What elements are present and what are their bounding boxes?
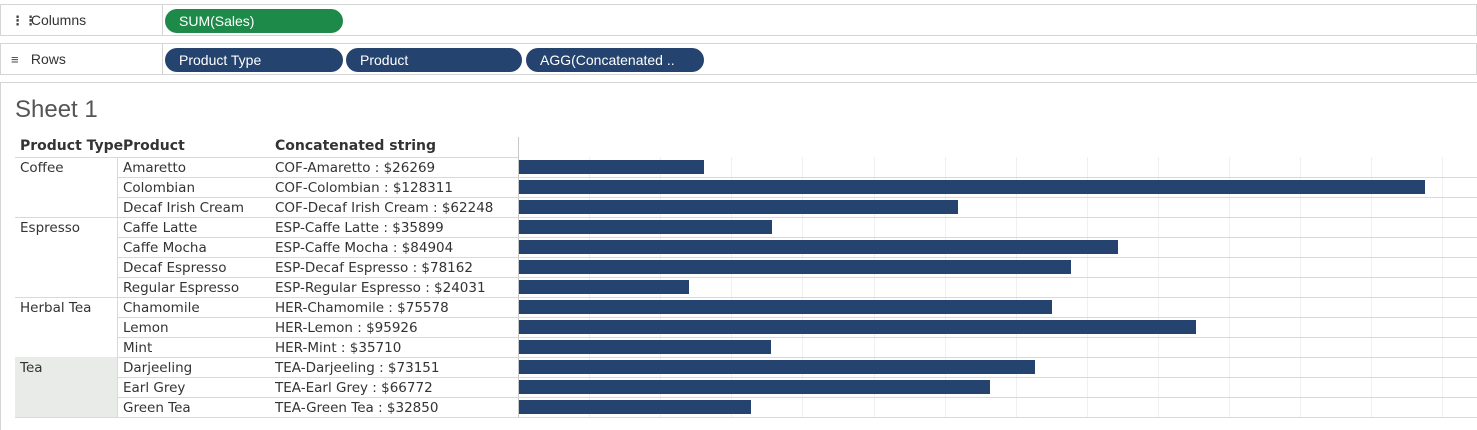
pill-product[interactable]: Product — [346, 48, 522, 72]
gridline — [802, 157, 804, 417]
concatenated-string-label[interactable]: COF-Decaf Irish Cream : $62248 — [275, 200, 494, 216]
bar-mark[interactable] — [519, 400, 751, 414]
product-label[interactable]: Mint — [123, 340, 153, 356]
bar-mark[interactable] — [519, 200, 959, 214]
gridline — [873, 157, 875, 417]
gridline — [731, 157, 733, 417]
product-type-label[interactable]: Espresso — [20, 220, 81, 236]
product-label[interactable]: Decaf Irish Cream — [123, 200, 245, 216]
header-product[interactable]: Product — [123, 138, 185, 154]
concatenated-string-label[interactable]: TEA-Earl Grey : $66772 — [275, 380, 433, 396]
gridline — [1015, 157, 1017, 417]
columns-label-text: Columns — [30, 12, 87, 28]
bar-mark[interactable] — [519, 180, 1425, 194]
row-divider — [117, 197, 1477, 198]
row-divider — [15, 217, 1477, 218]
product-label[interactable]: Darjeeling — [123, 360, 193, 376]
highlighted-group-cell — [15, 357, 117, 417]
product-type-label[interactable]: Herbal Tea — [20, 300, 92, 316]
row-divider — [15, 357, 1477, 358]
header-concatenated-string[interactable]: Concatenated string — [275, 138, 437, 154]
rows-icon: ≡ — [11, 52, 19, 67]
bar-mark[interactable] — [519, 160, 705, 174]
row-divider — [117, 317, 1477, 318]
pill-product-type[interactable]: Product Type — [165, 48, 343, 72]
bar-mark[interactable] — [519, 220, 773, 234]
rows-label-text: Rows — [30, 51, 66, 67]
concatenated-string-label[interactable]: ESP-Regular Espresso : $24031 — [275, 280, 486, 296]
product-label[interactable]: Caffe Mocha — [123, 240, 207, 256]
bar-mark[interactable] — [519, 300, 1053, 314]
product-label[interactable]: Colombian — [123, 180, 195, 196]
concatenated-string-label[interactable]: TEA-Green Tea : $32850 — [275, 400, 439, 416]
bar-mark[interactable] — [519, 340, 772, 354]
header-product-type[interactable]: Product Type — [20, 138, 124, 154]
gridline — [1229, 157, 1231, 417]
gridline — [1158, 157, 1159, 417]
concatenated-string-label[interactable]: ESP-Caffe Mocha : $84904 — [275, 240, 454, 256]
product-type-label[interactable]: Coffee — [20, 160, 64, 176]
concatenated-string-label[interactable]: TEA-Darjeeling : $73151 — [275, 360, 440, 376]
bar-mark[interactable] — [519, 280, 689, 294]
bar-mark[interactable] — [519, 240, 1119, 254]
bar-mark[interactable] — [519, 260, 1071, 274]
row-divider — [117, 277, 1477, 278]
sheet-view: Sheet 1 Product Type Product Concatenate… — [0, 82, 1477, 430]
column-divider — [117, 157, 118, 417]
product-label[interactable]: Decaf Espresso — [123, 260, 227, 276]
row-divider — [117, 377, 1477, 378]
row-divider — [117, 237, 1477, 238]
row-divider — [117, 337, 1477, 338]
concatenated-string-label[interactable]: ESP-Decaf Espresso : $78162 — [275, 260, 473, 276]
gridline — [1371, 157, 1373, 417]
concatenated-string-label[interactable]: ESP-Caffe Latte : $35899 — [275, 220, 444, 236]
concatenated-string-label[interactable]: HER-Mint : $35710 — [275, 340, 402, 356]
gridline — [944, 157, 946, 417]
columns-shelf-label: ⋮⋮ Columns — [1, 5, 163, 35]
concatenated-string-label[interactable]: COF-Amaretto : $26269 — [275, 160, 436, 176]
concatenated-string-label[interactable]: COF-Colombian : $128311 — [275, 180, 453, 196]
product-label[interactable]: Chamomile — [123, 300, 200, 316]
product-type-label[interactable]: Tea — [20, 360, 43, 376]
columns-icon: ⋮⋮ — [11, 13, 37, 28]
header-divider — [15, 157, 518, 158]
product-label[interactable]: Lemon — [123, 320, 169, 336]
sheet-title: Sheet 1 — [15, 96, 98, 123]
bar-mark[interactable] — [519, 360, 1036, 374]
row-divider — [117, 397, 1477, 398]
rows-shelf: ≡ Rows Product Type Product AGG(Concatenat… — [0, 43, 1477, 75]
product-label[interactable]: Amaretto — [123, 160, 187, 176]
concatenated-string-label[interactable]: HER-Chamomile : $75578 — [275, 300, 449, 316]
gridline — [1086, 157, 1088, 417]
row-divider — [117, 177, 1477, 178]
concatenated-string-label[interactable]: HER-Lemon : $95926 — [275, 320, 418, 336]
product-label[interactable]: Green Tea — [123, 400, 191, 416]
gridline — [1442, 157, 1444, 417]
product-label[interactable]: Regular Espresso — [123, 280, 240, 296]
pill-agg-concatenated[interactable]: AGG(Concatenated .. — [526, 48, 704, 72]
product-label[interactable]: Caffe Latte — [123, 220, 198, 236]
bar-mark[interactable] — [519, 320, 1197, 334]
row-divider — [15, 297, 1477, 298]
gridline — [1300, 157, 1302, 417]
pill-sum-sales[interactable]: SUM(Sales) — [165, 9, 343, 33]
bar-mark[interactable] — [519, 380, 991, 394]
row-divider — [117, 257, 1477, 258]
product-label[interactable]: Earl Grey — [123, 380, 186, 396]
row-divider — [15, 417, 1477, 418]
rows-shelf-label: ≡ Rows — [1, 44, 163, 74]
columns-shelf: ⋮⋮ Columns SUM(Sales) — [0, 4, 1477, 36]
